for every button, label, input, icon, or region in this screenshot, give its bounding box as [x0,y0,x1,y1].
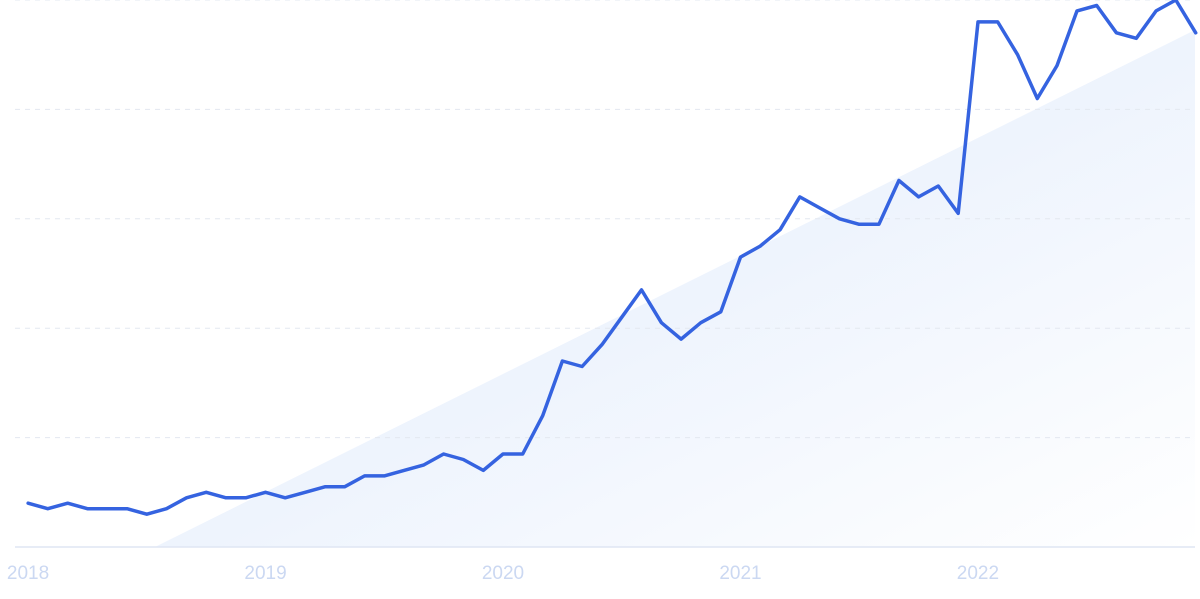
x-tick-label: 2022 [957,563,999,584]
x-tick-label: 2021 [719,563,761,584]
x-tick-label: 2020 [482,563,524,584]
x-tick-label: 2018 [7,563,49,584]
trend-area [155,30,1195,547]
line [26,0,1198,516]
x-tick-label: 2019 [244,563,286,584]
